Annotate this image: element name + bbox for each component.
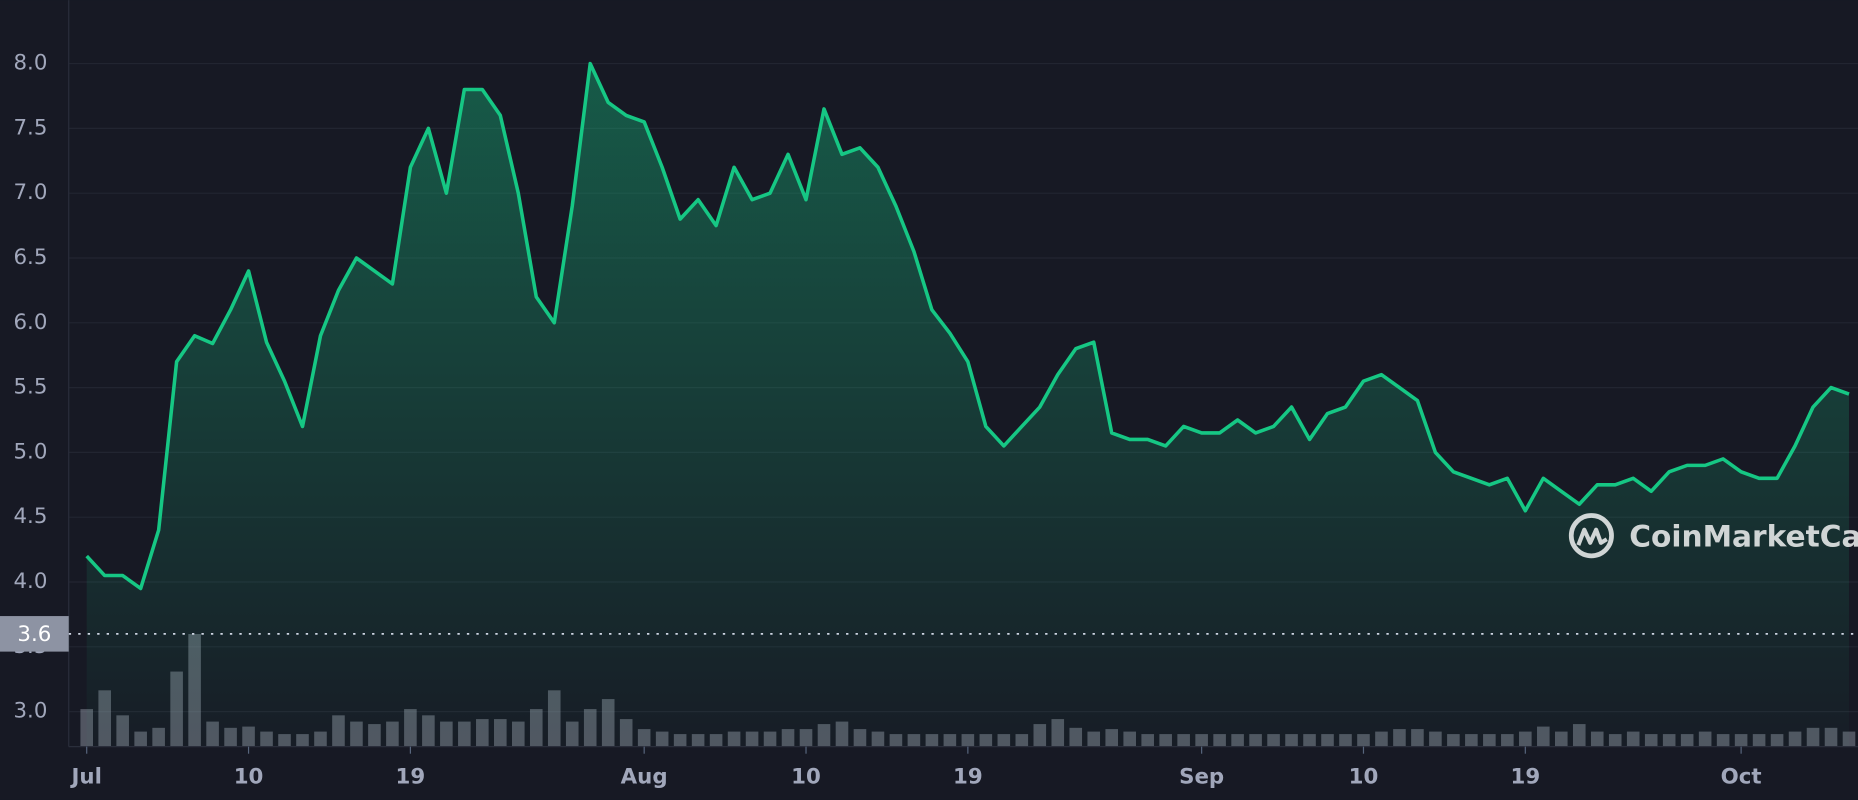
price-line <box>85 61 1850 591</box>
y-tick-label: 6.0 <box>13 310 47 335</box>
x-tick-label: 19 <box>1510 764 1540 789</box>
x-tick-label: 19 <box>396 764 426 789</box>
x-tick-label: 10 <box>791 764 821 789</box>
x-tick-label: Aug <box>621 764 668 789</box>
y-tick-label: 5.0 <box>13 439 47 464</box>
y-tick-label: 6.5 <box>13 245 47 270</box>
x-tick-label: Oct <box>1721 764 1762 789</box>
y-tick-label: 5.5 <box>13 375 47 400</box>
watermark-text: CoinMarketCap <box>1629 520 1858 554</box>
x-tick-label: 10 <box>1349 764 1379 789</box>
y-tick-label: 3.0 <box>13 699 47 724</box>
watermark-logo <box>1568 513 1614 559</box>
y-tick-label: 4.0 <box>13 569 47 594</box>
x-tick-label: Sep <box>1179 764 1224 789</box>
y-tick-label: 8.0 <box>13 51 47 76</box>
x-tick-label: Jul <box>69 764 101 789</box>
price-badge <box>0 616 69 652</box>
y-tick-label: 7.0 <box>13 180 47 205</box>
price-area <box>86 63 1850 747</box>
price-badge-label: 3.6 <box>17 622 51 647</box>
x-tick-label: 19 <box>953 764 983 789</box>
y-tick-label: 7.5 <box>13 115 47 140</box>
watermark-logo-mark <box>1576 527 1608 546</box>
x-tick-label: 10 <box>234 764 264 789</box>
y-tick-label: 4.5 <box>13 504 47 529</box>
watermark: CoinMarketCap <box>1568 513 1858 559</box>
